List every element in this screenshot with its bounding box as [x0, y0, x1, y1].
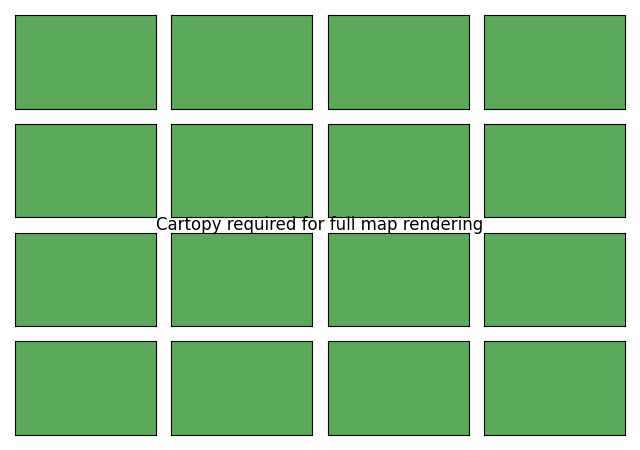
- Text: Cartopy required for full map rendering: Cartopy required for full map rendering: [156, 216, 484, 234]
